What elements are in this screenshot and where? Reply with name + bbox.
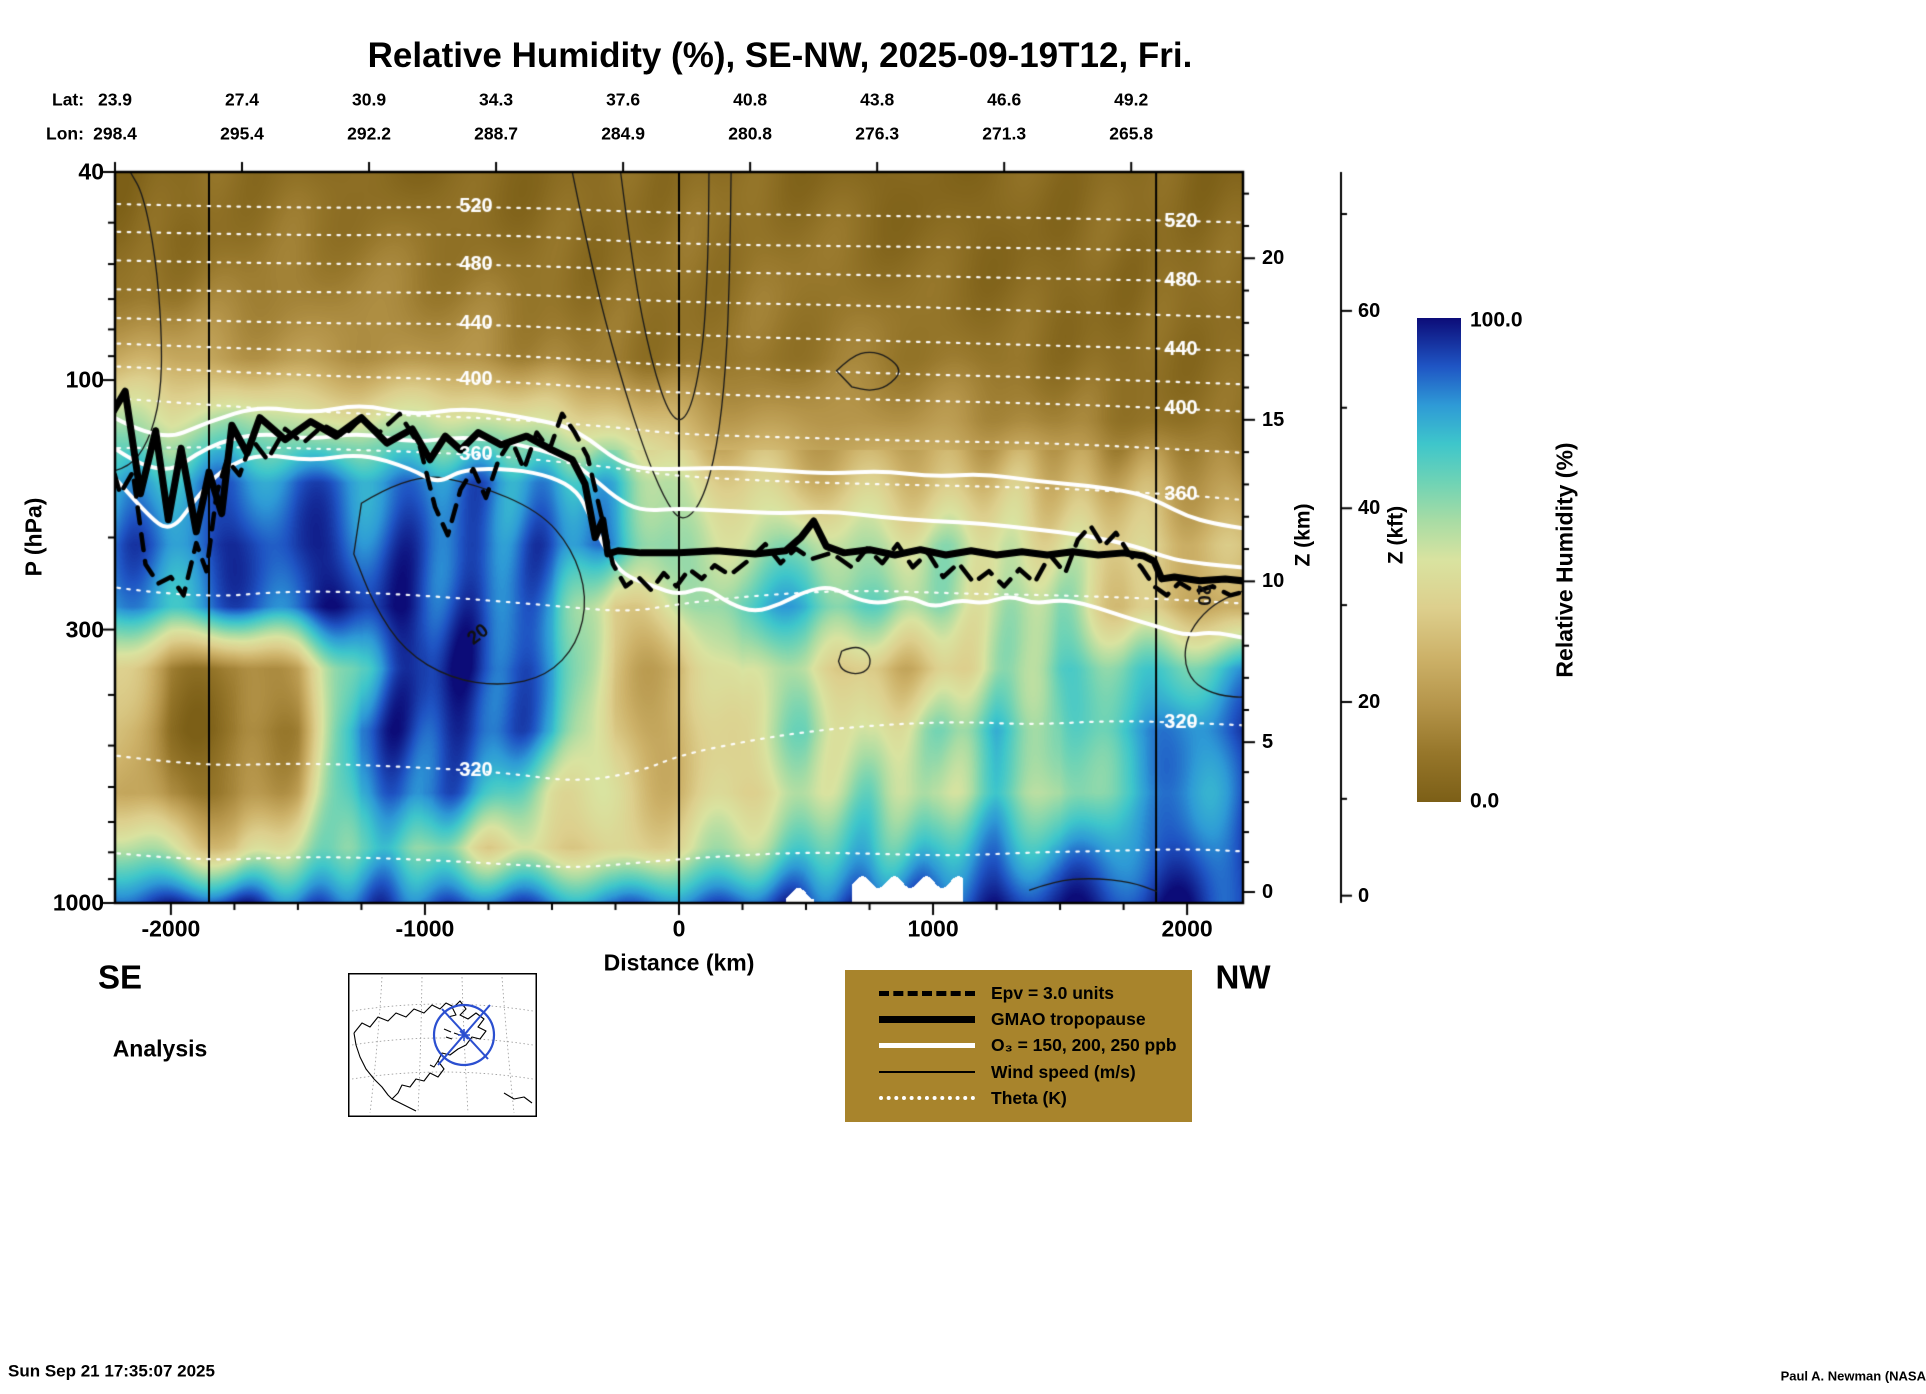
colorbar-max-label: 100.0 <box>1470 308 1523 332</box>
legend-line-sample-theta <box>879 1096 975 1101</box>
legend-line-sample-wind-speed <box>879 1071 975 1074</box>
inset-map-frame <box>348 973 537 1117</box>
corner-label-se: SE <box>97 958 143 996</box>
lat-tick-label: 23.9 <box>97 89 133 110</box>
analysis-label: Analysis <box>112 1035 208 1062</box>
pressure-tick-label: 100 <box>65 366 104 393</box>
lat-tick-label: 43.8 <box>860 89 895 110</box>
z-km-axis-title: Z (km) <box>1291 503 1315 567</box>
legend-label: O₃ = 150, 200, 250 ppb <box>991 1035 1177 1056</box>
lon-tick-label: 276.3 <box>855 123 900 144</box>
z-kft-tick-label: 0 <box>1358 884 1370 907</box>
distance-tick-label: 0 <box>672 915 686 942</box>
lon-axis-prefix: Lon: <box>46 123 84 144</box>
lon-tick-label: 280.8 <box>728 123 773 144</box>
z-kft-axis-title: Z (kft) <box>1384 505 1408 565</box>
legend-item-ozone: O₃ = 150, 200, 250 ppb <box>879 1035 1186 1056</box>
lat-tick-label: 40.8 <box>733 89 768 110</box>
z-km-tick-label: 15 <box>1262 408 1285 431</box>
z-km-tick-label: 20 <box>1262 247 1285 270</box>
inset-map <box>348 973 537 1117</box>
z-km-tick-label: 5 <box>1262 731 1274 754</box>
legend: Epv = 3.0 units GMAO tropopause O₃ = 150, … <box>845 970 1192 1122</box>
inset-map-coastline <box>353 1000 533 1112</box>
lon-tick-label: 295.4 <box>220 123 264 144</box>
distance-tick-label: -1000 <box>395 915 455 942</box>
z-km-tick-label: 10 <box>1262 570 1285 593</box>
legend-item-theta: Theta (K) <box>879 1088 1186 1109</box>
corner-label-nw: NW <box>1215 958 1271 996</box>
legend-item-wind-speed: Wind speed (m/s) <box>879 1062 1186 1083</box>
z-kft-tick-label: 40 <box>1358 497 1381 520</box>
chart-title: Relative Humidity (%), SE-NW, 2025-09-19… <box>367 36 1193 75</box>
lat-tick-label: 49.2 <box>1114 89 1149 110</box>
transect-center-marker-icon <box>458 1029 470 1041</box>
z-kft-tick-label: 60 <box>1358 299 1381 322</box>
lon-tick-label: 265.8 <box>1109 123 1154 144</box>
legend-item-epv: Epv = 3.0 units <box>879 983 1186 1004</box>
legend-label: GMAO tropopause <box>991 1009 1146 1030</box>
lat-axis-prefix: Lat: <box>52 89 85 110</box>
inset-map-transect <box>432 1003 496 1067</box>
lat-tick-label: 27.4 <box>224 89 260 110</box>
legend-label: Theta (K) <box>991 1087 1067 1108</box>
lon-tick-label: 298.4 <box>93 123 137 144</box>
y-axis-title: P (hPa) <box>20 497 47 577</box>
transect-circle <box>432 1003 496 1067</box>
lon-tick-label: 288.7 <box>474 123 518 144</box>
lon-tick-label: 271.3 <box>982 123 1027 144</box>
legend-label: Wind speed (m/s) <box>991 1061 1136 1082</box>
pressure-tick-label: 40 <box>78 158 104 185</box>
credit: Paul A. Newman (NASA <box>1780 1368 1926 1384</box>
lon-tick-label: 292.2 <box>347 123 391 144</box>
colorbar <box>1417 318 1461 802</box>
lat-tick-label: 46.6 <box>987 89 1022 110</box>
z-km-tick-label: 0 <box>1262 881 1274 904</box>
legend-item-tropopause: GMAO tropopause <box>879 1009 1186 1030</box>
distance-tick-label: -2000 <box>141 915 201 942</box>
legend-line-sample-epv <box>879 991 975 997</box>
lat-tick-label: 34.3 <box>479 89 514 110</box>
legend-label: Epv = 3.0 units <box>991 983 1115 1004</box>
pressure-tick-label: 300 <box>65 616 104 643</box>
distance-tick-label: 1000 <box>907 915 959 942</box>
x-axis-title: Distance (km) <box>603 949 755 976</box>
legend-line-sample-tropopause <box>879 1016 975 1024</box>
pressure-tick-label: 1000 <box>52 889 104 916</box>
colorbar-min-label: 0.0 <box>1470 789 1500 813</box>
lon-tick-label: 284.9 <box>601 123 645 144</box>
legend-line-sample-ozone <box>879 1043 975 1049</box>
lat-tick-label: 37.6 <box>606 89 641 110</box>
colorbar-title: Relative Humidity (%) <box>1551 442 1578 678</box>
lat-tick-label: 30.9 <box>352 89 387 110</box>
z-kft-tick-label: 20 <box>1358 690 1381 713</box>
distance-tick-label: 2000 <box>1161 915 1213 942</box>
timestamp: Sun Sep 21 17:35:07 2025 <box>8 1361 215 1381</box>
